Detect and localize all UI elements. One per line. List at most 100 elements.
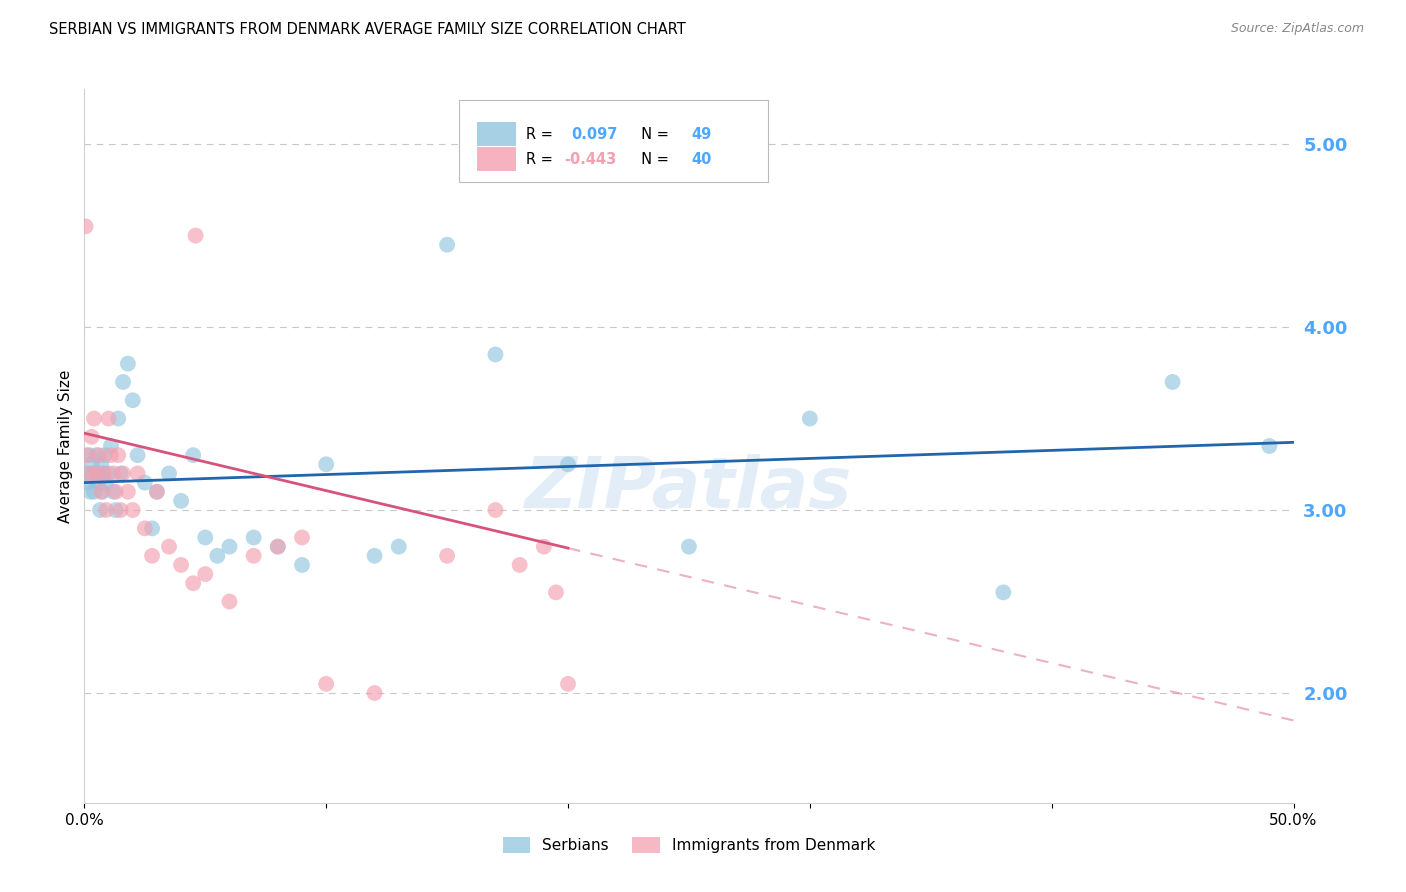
Point [557, 458, 579, 472]
Point [218, 594, 240, 608]
Point [90, 458, 112, 472]
Point [89, 503, 111, 517]
Text: 49: 49 [692, 127, 711, 142]
Point [678, 540, 700, 554]
Text: R =: R = [526, 152, 557, 167]
Point [77, 448, 100, 462]
Point [86, 448, 108, 462]
Point [83, 484, 105, 499]
Point [194, 531, 217, 545]
Point [83, 411, 105, 425]
Point [76, 467, 98, 481]
Point [194, 567, 217, 582]
Y-axis label: Average Family Size: Average Family Size [58, 369, 73, 523]
Point [267, 540, 290, 554]
Point [388, 540, 411, 554]
Text: 40: 40 [692, 152, 711, 167]
Point [94, 475, 117, 490]
Point [103, 484, 125, 499]
Point [94, 503, 117, 517]
Point [107, 411, 129, 425]
Point [134, 521, 156, 535]
Point [100, 448, 122, 462]
Point [94, 448, 117, 462]
Point [170, 558, 193, 572]
Point [77, 467, 100, 481]
Point [80, 430, 103, 444]
Text: SERBIAN VS IMMIGRANTS FROM DENMARK AVERAGE FAMILY SIZE CORRELATION CHART: SERBIAN VS IMMIGRANTS FROM DENMARK AVERA… [49, 22, 686, 37]
Point [121, 503, 143, 517]
Point [291, 558, 314, 572]
Point [218, 540, 240, 554]
FancyBboxPatch shape [478, 147, 516, 171]
Point [242, 549, 264, 563]
Point [117, 357, 139, 371]
Point [91, 484, 114, 499]
Point [267, 540, 290, 554]
Point [127, 448, 149, 462]
Point [315, 458, 337, 472]
Point [117, 484, 139, 499]
Point [80, 458, 103, 472]
Point [100, 439, 122, 453]
Point [146, 484, 169, 499]
Point [363, 686, 385, 700]
Point [291, 531, 314, 545]
Point [121, 393, 143, 408]
Point [75, 219, 97, 234]
Text: N =: N = [633, 152, 673, 167]
Point [315, 677, 337, 691]
Point [1258, 439, 1281, 453]
Point [436, 237, 458, 252]
Point [97, 467, 120, 481]
Point [82, 467, 104, 481]
FancyBboxPatch shape [460, 100, 768, 182]
Point [93, 467, 115, 481]
Point [93, 467, 115, 481]
Point [110, 467, 132, 481]
Point [87, 448, 110, 462]
Point [110, 503, 132, 517]
Point [799, 411, 821, 425]
Text: 0.097: 0.097 [572, 127, 619, 142]
Point [104, 503, 127, 517]
Point [242, 531, 264, 545]
Point [157, 540, 180, 554]
Point [544, 585, 567, 599]
Point [141, 521, 163, 535]
Point [557, 677, 579, 691]
Point [76, 448, 98, 462]
Point [112, 375, 135, 389]
Point [484, 503, 506, 517]
Point [181, 576, 204, 591]
Point [484, 347, 506, 361]
Point [86, 475, 108, 490]
Point [127, 467, 149, 481]
Legend: Serbians, Immigrants from Denmark: Serbians, Immigrants from Denmark [496, 831, 882, 859]
Point [533, 540, 555, 554]
Point [993, 585, 1015, 599]
Point [107, 448, 129, 462]
FancyBboxPatch shape [478, 122, 516, 146]
Point [90, 484, 112, 499]
Point [141, 549, 163, 563]
Point [146, 484, 169, 499]
Point [86, 467, 108, 481]
Point [103, 467, 125, 481]
Point [170, 494, 193, 508]
Point [87, 467, 110, 481]
Text: R =: R = [526, 127, 562, 142]
Point [181, 448, 204, 462]
Text: Source: ZipAtlas.com: Source: ZipAtlas.com [1230, 22, 1364, 36]
Point [112, 467, 135, 481]
Point [97, 411, 120, 425]
Point [79, 484, 101, 499]
Text: -0.443: -0.443 [564, 152, 617, 167]
Text: N =: N = [633, 127, 673, 142]
Point [134, 475, 156, 490]
Point [509, 558, 531, 572]
Text: ZIPatlas: ZIPatlas [526, 454, 852, 524]
Point [77, 475, 100, 490]
Point [207, 549, 229, 563]
Point [184, 228, 207, 243]
